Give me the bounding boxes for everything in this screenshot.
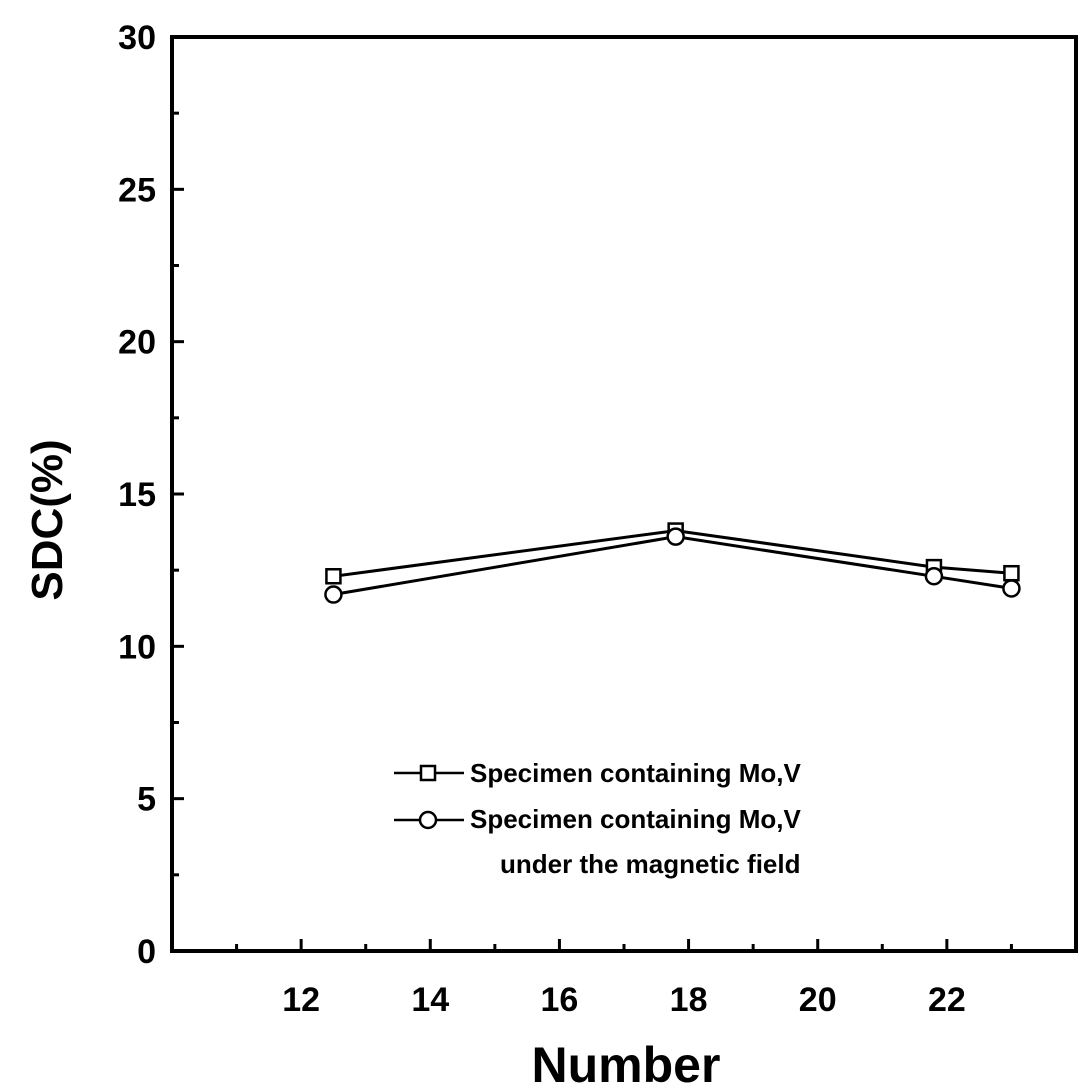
x-tick-label: 16 xyxy=(541,981,579,1019)
legend-swatch-square xyxy=(394,764,464,782)
y-tick-label: 5 xyxy=(137,781,156,819)
x-axis-ticks: 12 14 16 18 20 22 xyxy=(170,939,1078,1019)
series-2-line xyxy=(333,535,1012,596)
y-axis-ticks: 0 5 10 15 20 25 30 xyxy=(118,19,184,971)
series-1-point xyxy=(1003,564,1020,582)
x-tick-label: 18 xyxy=(670,981,708,1019)
x-axis-title: Number xyxy=(532,1037,721,1092)
y-tick-label: 30 xyxy=(118,19,156,57)
x-tick-label: 22 xyxy=(928,981,966,1019)
series-layer xyxy=(324,522,1021,604)
y-tick-label: 20 xyxy=(118,324,156,362)
x-tick-label: 12 xyxy=(282,981,320,1019)
series-1-line xyxy=(333,529,1012,578)
legend: Specimen containing Mo,V Specimen contai… xyxy=(394,758,801,879)
legend-label-series-2: Specimen containing Mo,V xyxy=(470,804,801,834)
series-2-point xyxy=(924,567,944,586)
legend-swatch-circle xyxy=(394,810,464,830)
series-2-point xyxy=(1002,579,1021,598)
series-1-point xyxy=(325,568,342,585)
legend-label-series-2-line2: under the magnetic field xyxy=(500,849,801,879)
series-2-point xyxy=(666,527,685,546)
y-tick-label: 25 xyxy=(118,171,156,209)
y-tick-label: 0 xyxy=(137,933,156,971)
legend-label-series-1: Specimen containing Mo,V xyxy=(470,758,801,788)
series-2-point xyxy=(324,585,343,604)
y-tick-label: 15 xyxy=(118,476,156,514)
y-tick-label: 10 xyxy=(118,628,156,666)
y-axis-title: SDC(%) xyxy=(23,439,72,600)
x-tick-label: 14 xyxy=(411,981,449,1019)
x-tick-label: 20 xyxy=(799,981,837,1019)
